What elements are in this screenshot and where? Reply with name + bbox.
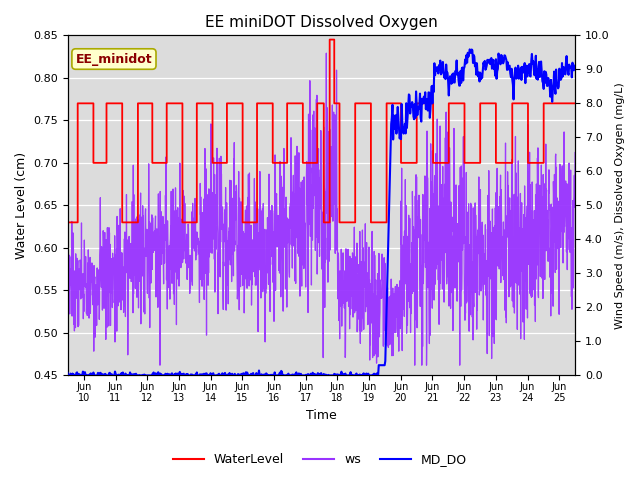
Y-axis label: Water Level (cm): Water Level (cm)	[15, 152, 28, 259]
Text: EE_minidot: EE_minidot	[76, 52, 152, 66]
Legend: WaterLevel, ws, MD_DO: WaterLevel, ws, MD_DO	[168, 448, 472, 471]
Title: EE miniDOT Dissolved Oxygen: EE miniDOT Dissolved Oxygen	[205, 15, 438, 30]
X-axis label: Time: Time	[306, 409, 337, 422]
Y-axis label: Wind Speed (m/s), Dissolved Oxygen (mg/L): Wind Speed (m/s), Dissolved Oxygen (mg/L…	[615, 82, 625, 329]
